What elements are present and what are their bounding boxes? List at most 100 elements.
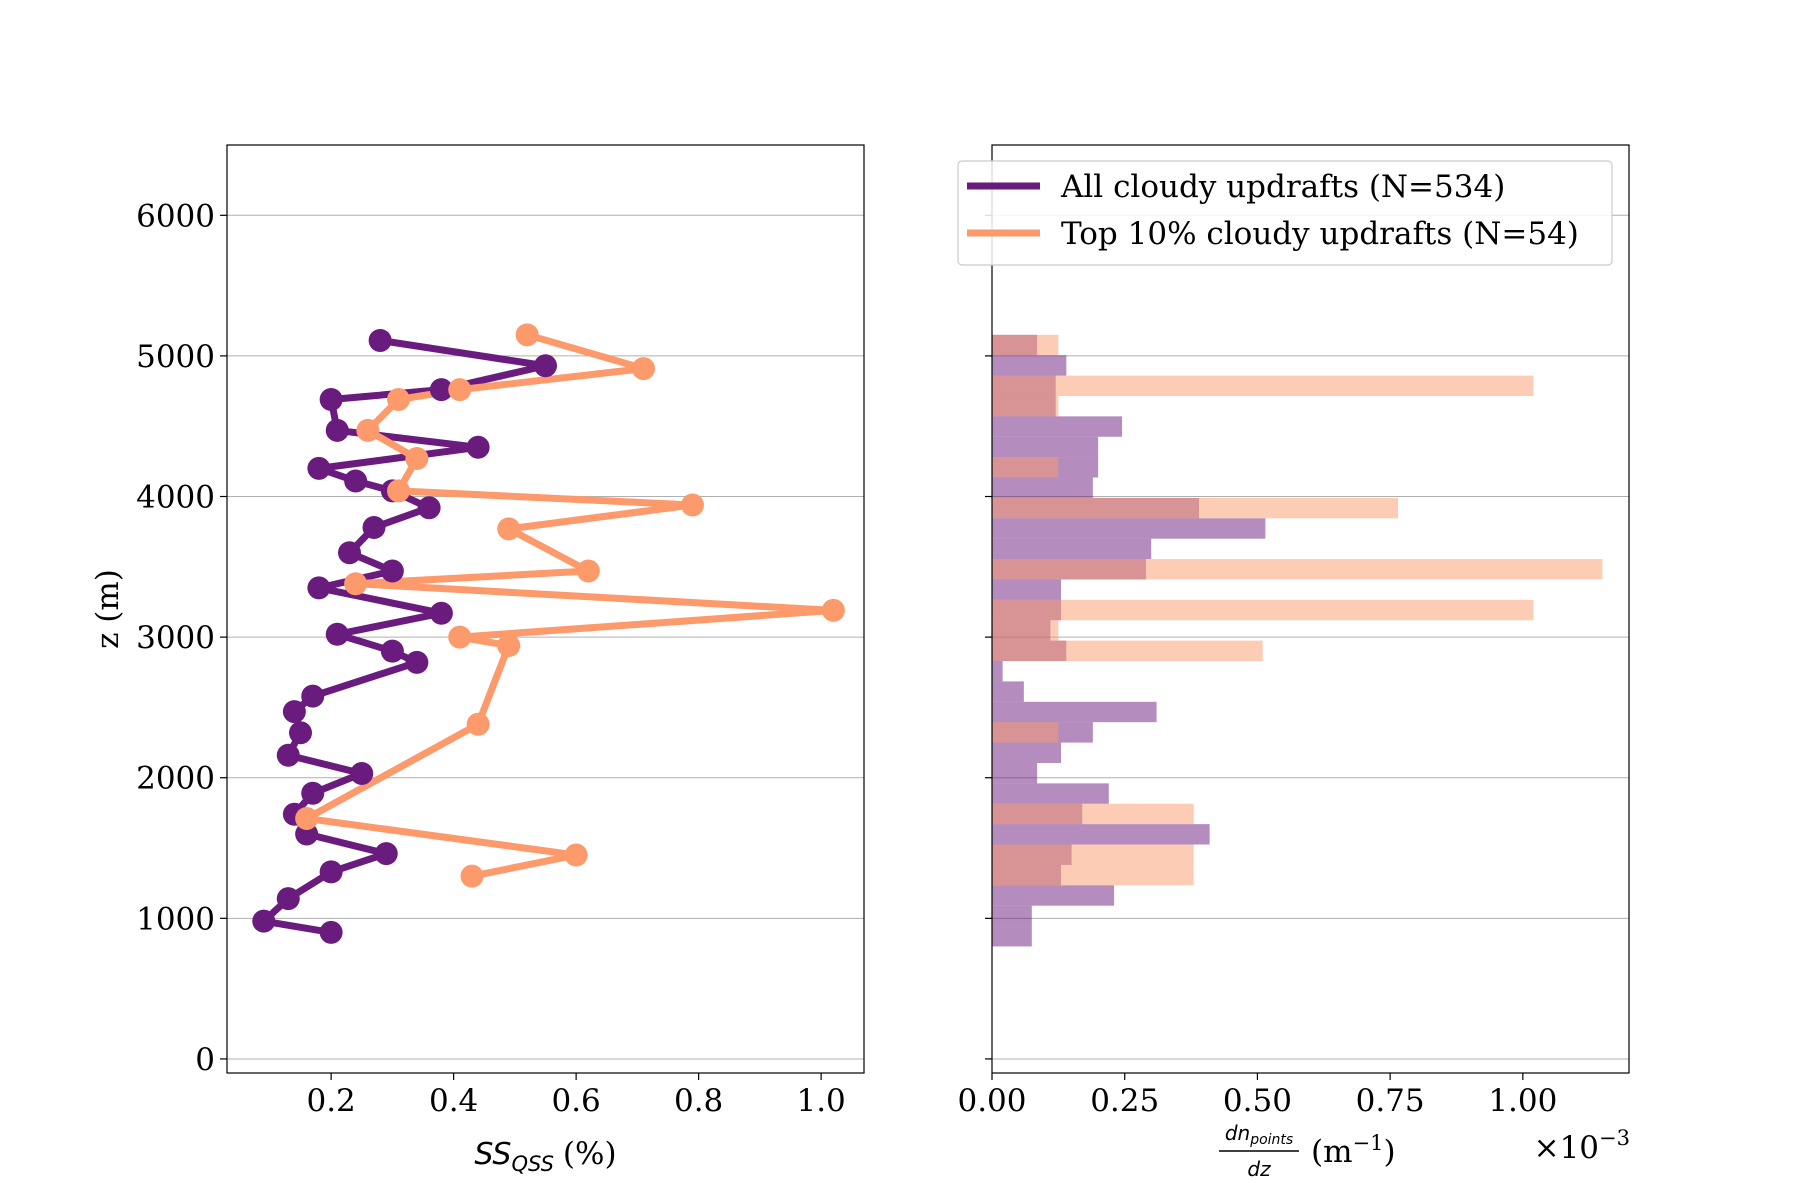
unit-main: (m	[1311, 1134, 1353, 1170]
left-x-tick-label: 0.6	[551, 1083, 600, 1119]
series-point-0	[252, 909, 276, 933]
right-x-offset-text: ×10−3	[1534, 1126, 1630, 1166]
series-point-0	[405, 650, 429, 674]
series-point-1	[515, 323, 539, 347]
left-x-axis-label-main: SS	[474, 1137, 511, 1172]
left-series-lines	[260, 331, 837, 936]
right-axes-frame	[991, 144, 1630, 1074]
numerator-sub: points	[1249, 1132, 1293, 1148]
hist-bar-1	[992, 334, 1059, 356]
left-x-tick-label: 0.2	[306, 1083, 355, 1119]
unit-close: )	[1383, 1134, 1395, 1170]
hist-bar-0	[992, 762, 1038, 784]
left-y-tick-label: 0	[195, 1042, 215, 1078]
left-y-tick-label: 2000	[136, 761, 215, 797]
hist-bar-1	[992, 497, 1399, 519]
hist-bar-1	[992, 864, 1194, 886]
series-point-0	[380, 639, 404, 663]
offset-exponent: −3	[1599, 1126, 1630, 1150]
hist-bar-1	[992, 599, 1534, 621]
hist-bar-1	[992, 722, 1059, 743]
series-point-1	[466, 712, 490, 736]
series-point-1	[448, 625, 472, 649]
right-x-tick-label: 0.00	[957, 1083, 1026, 1119]
series-point-0	[466, 435, 490, 459]
series-point-0	[325, 418, 349, 442]
left-y-tick-label: 5000	[136, 339, 215, 375]
right-x-tick-label: 0.75	[1356, 1083, 1425, 1119]
left-axes-frame	[226, 144, 865, 1074]
series-point-1	[448, 378, 472, 402]
hist-bar-0	[992, 579, 1062, 600]
series-point-0	[362, 515, 386, 539]
hist-bar-0	[992, 701, 1157, 723]
right-grid	[992, 214, 1629, 1060]
hist-bar-1	[992, 457, 1059, 478]
series-point-1	[344, 572, 368, 596]
left-x-tick-label: 0.8	[674, 1083, 723, 1119]
hist-bar-0	[992, 436, 1099, 458]
hist-bar-1	[992, 844, 1194, 865]
right-x-tick-label: 1.00	[1488, 1083, 1557, 1119]
hist-bar-0	[992, 783, 1109, 804]
hist-bar-1	[992, 375, 1534, 396]
series-point-1	[632, 357, 655, 381]
series-point-1	[497, 517, 521, 541]
series-point-1	[576, 559, 600, 583]
series-point-1	[387, 479, 410, 503]
series-point-0	[301, 781, 325, 805]
series-point-1	[564, 843, 588, 867]
series-point-1	[295, 807, 319, 831]
hist-bar-1	[992, 640, 1263, 662]
hist-bar-0	[992, 926, 1032, 947]
left-series-points	[252, 323, 845, 944]
series-point-1	[497, 634, 521, 658]
legend-label-all: All cloudy updrafts (N=534)	[1060, 169, 1505, 205]
series-point-0	[301, 684, 325, 708]
series-point-0	[282, 700, 306, 724]
series-point-0	[319, 387, 343, 411]
numerator-main: dn	[1225, 1121, 1250, 1145]
right-x-tick-label: 0.50	[1223, 1083, 1292, 1119]
series-point-0	[417, 496, 441, 520]
series-point-1	[681, 493, 704, 517]
left-x-axis-label-unit: (%)	[563, 1136, 617, 1172]
hist-bar-0	[992, 681, 1024, 702]
series-point-1	[460, 864, 484, 888]
hist-bar-0	[992, 661, 1003, 682]
hist-bar-0	[992, 905, 1032, 927]
right-x-label-numerator: dnpoints	[1225, 1121, 1293, 1148]
series-point-1	[405, 447, 429, 471]
legend: All cloudy updrafts (N=534) Top 10% clou…	[957, 160, 1613, 266]
right-x-axis-label: dnpoints dz (m−1)	[1219, 1121, 1396, 1181]
right-x-tick-label: 0.25	[1090, 1083, 1159, 1119]
hist-bar-0	[992, 355, 1067, 376]
series-point-0	[350, 762, 374, 786]
series-point-0	[534, 354, 557, 378]
hist-bar-1	[992, 803, 1194, 825]
left-y-tick-label: 4000	[136, 480, 215, 516]
right-x-label-denominator: dz	[1247, 1157, 1271, 1181]
right-panel: 0.00 0.25 0.50 0.75 1.00 ×10−3 dnpoints dz (…	[957, 144, 1630, 1181]
hist-bar-0	[992, 885, 1115, 906]
unit-exponent: −1	[1353, 1131, 1384, 1155]
series-point-0	[276, 743, 300, 767]
series-point-0	[289, 721, 312, 745]
hist-bar-0	[992, 824, 1210, 845]
series-point-0	[276, 887, 300, 911]
legend-label-top10: Top 10% cloudy updrafts (N=54)	[1061, 216, 1579, 252]
left-y-axis-label: z (m)	[90, 569, 126, 649]
hist-bar-1	[992, 620, 1059, 641]
left-x-tick-label: 1.0	[796, 1083, 845, 1119]
series-point-0	[368, 328, 392, 352]
left-x-axis-label: SSQSS (%)	[474, 1136, 616, 1176]
series-point-1	[356, 418, 380, 442]
left-y-tick-label: 1000	[136, 901, 215, 937]
series-point-0	[319, 920, 343, 944]
right-histogram-bars	[992, 334, 1603, 947]
left-y-tick-label: 6000	[136, 198, 215, 234]
hist-bar-0	[992, 538, 1152, 560]
series-point-1	[387, 387, 410, 411]
offset-base: ×10	[1534, 1130, 1599, 1166]
